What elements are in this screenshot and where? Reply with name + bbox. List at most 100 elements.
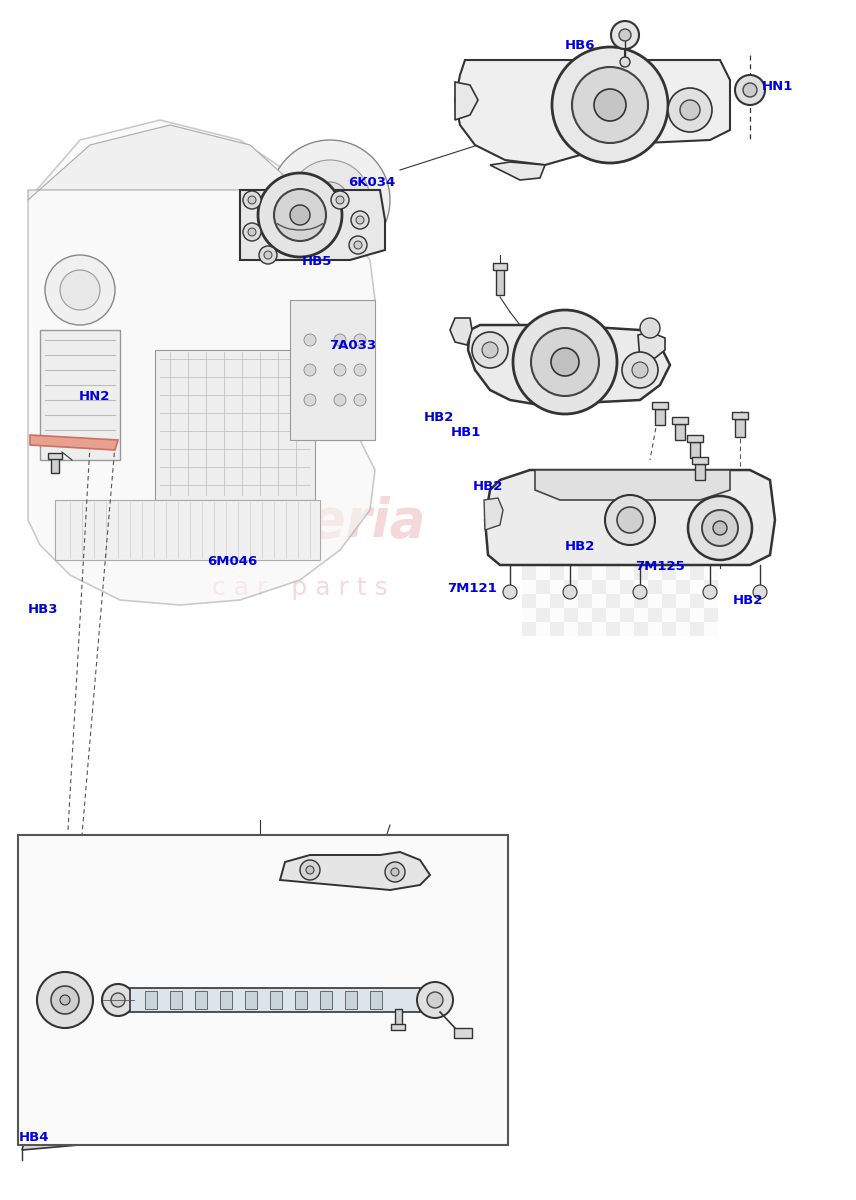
Text: HN2: HN2: [79, 390, 110, 402]
Bar: [676, 524, 690, 538]
Bar: [695, 464, 705, 480]
Text: HB2: HB2: [565, 540, 595, 552]
Bar: [648, 524, 663, 538]
Circle shape: [334, 394, 346, 406]
Bar: [592, 594, 606, 608]
Bar: [550, 524, 564, 538]
Bar: [320, 991, 332, 1009]
Circle shape: [351, 211, 369, 229]
Text: HB2: HB2: [424, 412, 454, 424]
Text: 7M121: 7M121: [447, 582, 496, 594]
Circle shape: [563, 584, 577, 599]
Polygon shape: [280, 852, 430, 890]
Bar: [690, 622, 704, 636]
Bar: [522, 538, 536, 552]
Circle shape: [248, 228, 256, 236]
Circle shape: [640, 318, 660, 338]
Circle shape: [611, 20, 639, 49]
Bar: [592, 566, 606, 580]
Circle shape: [743, 83, 757, 97]
Polygon shape: [130, 988, 420, 1012]
Bar: [690, 580, 704, 594]
Bar: [648, 608, 663, 622]
Circle shape: [503, 584, 517, 599]
Circle shape: [356, 216, 364, 224]
Bar: [675, 424, 685, 440]
Bar: [536, 524, 550, 538]
Bar: [578, 538, 592, 552]
Bar: [245, 991, 257, 1009]
Bar: [690, 552, 704, 566]
Bar: [592, 552, 606, 566]
Bar: [620, 524, 634, 538]
Bar: [663, 622, 676, 636]
Circle shape: [60, 995, 70, 1006]
Bar: [454, 1028, 472, 1038]
Polygon shape: [535, 470, 730, 500]
Bar: [270, 991, 282, 1009]
Circle shape: [688, 496, 752, 560]
Bar: [564, 566, 578, 580]
Text: HB2: HB2: [473, 480, 502, 492]
Circle shape: [354, 334, 366, 346]
Polygon shape: [290, 300, 375, 440]
Bar: [634, 580, 648, 594]
Bar: [564, 594, 578, 608]
Bar: [634, 594, 648, 608]
Bar: [391, 1024, 405, 1030]
Circle shape: [349, 236, 367, 254]
Bar: [676, 566, 690, 580]
Circle shape: [735, 74, 765, 104]
Polygon shape: [468, 325, 670, 404]
Circle shape: [632, 362, 648, 378]
Bar: [634, 552, 648, 566]
Bar: [634, 566, 648, 580]
Circle shape: [243, 223, 261, 241]
Bar: [676, 580, 690, 594]
Bar: [704, 524, 718, 538]
Text: 6M046: 6M046: [207, 556, 258, 568]
Circle shape: [482, 342, 498, 358]
Bar: [620, 538, 634, 552]
Circle shape: [713, 521, 727, 535]
Bar: [620, 566, 634, 580]
Bar: [663, 580, 676, 594]
Bar: [522, 594, 536, 608]
Bar: [536, 594, 550, 608]
Bar: [195, 991, 207, 1009]
Bar: [145, 991, 157, 1009]
Bar: [676, 552, 690, 566]
Bar: [220, 991, 232, 1009]
Bar: [536, 566, 550, 580]
Bar: [522, 566, 536, 580]
Bar: [578, 594, 592, 608]
Circle shape: [336, 196, 344, 204]
Bar: [395, 1009, 402, 1027]
Bar: [564, 538, 578, 552]
Bar: [578, 566, 592, 580]
Bar: [735, 419, 745, 437]
Bar: [655, 409, 665, 425]
Bar: [493, 263, 507, 270]
Bar: [704, 552, 718, 566]
Bar: [522, 608, 536, 622]
Bar: [732, 412, 748, 419]
Circle shape: [304, 334, 316, 346]
Circle shape: [619, 29, 631, 41]
Bar: [606, 552, 620, 566]
Bar: [704, 594, 718, 608]
Circle shape: [306, 866, 314, 874]
Bar: [536, 552, 550, 566]
Circle shape: [531, 328, 599, 396]
Bar: [663, 524, 676, 538]
Bar: [536, 538, 550, 552]
Polygon shape: [22, 1136, 92, 1150]
Bar: [676, 538, 690, 552]
Circle shape: [290, 205, 310, 226]
Bar: [663, 608, 676, 622]
Bar: [634, 524, 648, 538]
Bar: [550, 622, 564, 636]
Bar: [578, 622, 592, 636]
Bar: [592, 538, 606, 552]
Bar: [676, 594, 690, 608]
